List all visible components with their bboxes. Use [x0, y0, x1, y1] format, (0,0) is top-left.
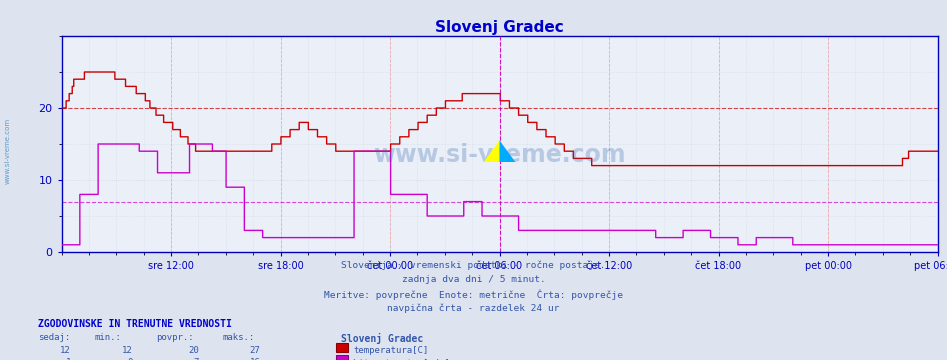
Text: 1: 1 — [65, 358, 71, 360]
Text: 7: 7 — [193, 358, 199, 360]
Text: Slovenj Gradec: Slovenj Gradec — [341, 333, 423, 344]
Text: povpr.:: povpr.: — [156, 333, 194, 342]
Text: min.:: min.: — [95, 333, 121, 342]
Text: www.si-vreme.com: www.si-vreme.com — [373, 143, 626, 167]
Text: www.si-vreme.com: www.si-vreme.com — [5, 118, 10, 184]
Text: 27: 27 — [250, 346, 260, 355]
Title: Slovenj Gradec: Slovenj Gradec — [436, 20, 563, 35]
Polygon shape — [484, 140, 500, 162]
Text: 16: 16 — [250, 358, 260, 360]
Text: sedaj:: sedaj: — [38, 333, 70, 342]
Text: Meritve: povprečne  Enote: metrične  Črta: povprečje: Meritve: povprečne Enote: metrične Črta:… — [324, 290, 623, 300]
Text: hitrost vetra[m/s]: hitrost vetra[m/s] — [353, 358, 450, 360]
Text: 12: 12 — [61, 346, 71, 355]
Text: 12: 12 — [122, 346, 133, 355]
Polygon shape — [500, 140, 515, 162]
Text: 0: 0 — [127, 358, 133, 360]
Text: navpična črta - razdelek 24 ur: navpična črta - razdelek 24 ur — [387, 303, 560, 312]
Text: Slovenija / vremenski podatki - ročne postaje.: Slovenija / vremenski podatki - ročne po… — [341, 261, 606, 270]
Text: ZGODOVINSKE IN TRENUTNE VREDNOSTI: ZGODOVINSKE IN TRENUTNE VREDNOSTI — [38, 319, 232, 329]
Text: maks.:: maks.: — [223, 333, 255, 342]
Text: zadnja dva dni / 5 minut.: zadnja dva dni / 5 minut. — [402, 275, 545, 284]
Text: temperatura[C]: temperatura[C] — [353, 346, 428, 355]
Text: 20: 20 — [188, 346, 199, 355]
